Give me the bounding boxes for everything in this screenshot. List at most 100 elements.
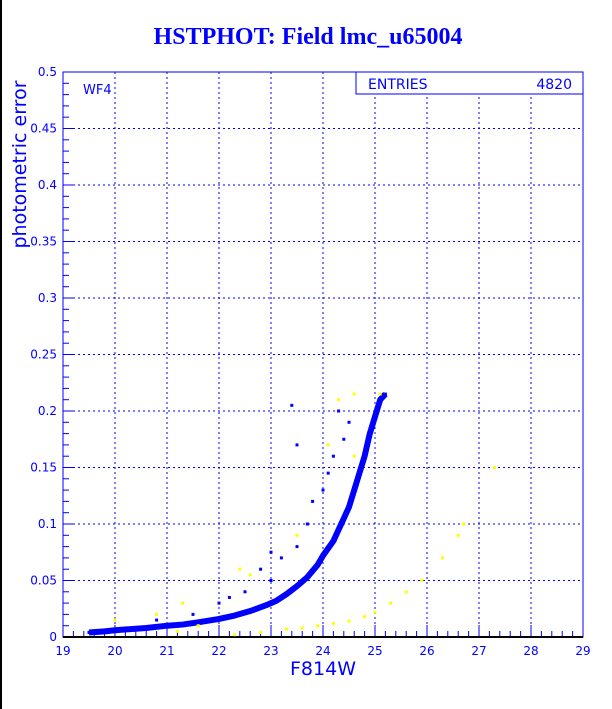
data-point <box>295 584 299 588</box>
data-point <box>331 621 335 625</box>
data-point <box>233 614 237 618</box>
x-tick-label: 25 <box>367 644 382 658</box>
data-point <box>347 619 351 623</box>
data-point <box>290 403 294 407</box>
data-point <box>264 603 268 607</box>
data-point <box>285 627 289 631</box>
data-point <box>316 563 320 567</box>
data-point <box>305 522 309 526</box>
data-point <box>248 573 252 577</box>
data-point <box>279 556 283 560</box>
data-point <box>295 545 299 549</box>
data-point <box>363 615 367 619</box>
data-point <box>165 624 169 628</box>
y-tick-label: 0.1 <box>38 517 57 531</box>
data-point <box>243 590 247 594</box>
data-point <box>129 627 133 631</box>
y-tick-label: 0.3 <box>38 291 57 305</box>
data-point <box>389 601 393 605</box>
x-axis-label: F814W <box>290 658 356 680</box>
data-point <box>337 409 341 413</box>
data-point <box>269 550 273 554</box>
data-point <box>113 618 117 622</box>
data-point <box>321 488 325 492</box>
data-point <box>321 554 325 558</box>
data-point <box>383 392 387 396</box>
x-tick-label: 29 <box>575 644 590 658</box>
y-tick-label: 0.45 <box>30 122 57 136</box>
y-tick-label: 0.35 <box>30 235 57 249</box>
data-point <box>175 629 179 633</box>
y-tick-label: 0.25 <box>30 348 57 362</box>
data-point <box>103 629 107 633</box>
data-point <box>363 454 367 458</box>
data-point <box>259 630 263 634</box>
data-point <box>337 398 341 402</box>
y-tick-label: 0.05 <box>30 574 57 588</box>
data-point <box>357 471 361 475</box>
data-point <box>295 533 299 537</box>
data-point <box>144 626 148 630</box>
data-point <box>347 505 351 509</box>
data-point <box>311 499 315 503</box>
data-point <box>196 620 200 624</box>
data-point <box>238 567 242 571</box>
data-point <box>493 466 497 469</box>
data-point <box>316 624 320 628</box>
y-axis-label: photometric error <box>9 80 31 248</box>
data-point <box>378 392 382 396</box>
data-point <box>227 595 231 599</box>
x-tick-label: 20 <box>107 644 122 658</box>
data-point <box>404 590 408 594</box>
data-point <box>342 516 346 520</box>
data-point <box>217 617 221 621</box>
x-tick-label: 27 <box>471 644 486 658</box>
data-point <box>305 575 309 579</box>
stats-entries-label: ENTRIES <box>368 77 428 93</box>
x-tick-label: 24 <box>315 644 330 658</box>
x-tick-label: 21 <box>159 644 174 658</box>
data-point <box>373 610 377 614</box>
data-point <box>352 454 356 458</box>
data-point <box>196 624 200 628</box>
data-point <box>373 415 377 419</box>
data-point <box>326 443 330 447</box>
data-point <box>342 437 346 441</box>
data-point <box>441 556 445 560</box>
data-point <box>191 612 195 616</box>
data-point <box>295 443 299 447</box>
y-tick-label: 0.15 <box>30 461 57 475</box>
data-point <box>248 609 252 613</box>
data-point <box>233 633 237 637</box>
data-point <box>352 488 356 492</box>
data-point <box>420 579 424 582</box>
data-point <box>300 626 304 630</box>
data-point <box>331 454 335 458</box>
data-point <box>155 612 159 616</box>
data-point <box>285 592 289 596</box>
data-point <box>274 599 278 603</box>
data-point <box>155 618 159 622</box>
data-band <box>88 392 388 636</box>
data-point <box>331 539 335 543</box>
data-point <box>181 623 185 627</box>
stats-box <box>355 71 584 95</box>
data-point <box>352 392 356 396</box>
panel-label: WF4 <box>83 83 112 98</box>
data-point <box>181 601 185 605</box>
data-point <box>113 628 117 632</box>
x-tick-label: 28 <box>523 644 538 658</box>
stats-entries-value: 4820 <box>536 77 572 93</box>
x-tick-label: 19 <box>55 644 70 658</box>
y-tick-label: 0.5 <box>38 65 57 79</box>
data-point <box>461 522 465 526</box>
y-tick-label: 0 <box>49 630 57 644</box>
chart-title: HSTPHOT: Field lmc_u65004 <box>153 24 463 50</box>
data-point <box>378 398 382 402</box>
x-tick-label: 22 <box>211 644 226 658</box>
data-point <box>456 533 460 537</box>
data-point <box>326 471 330 475</box>
y-tick-label: 0.4 <box>38 178 57 192</box>
data-point <box>269 579 273 582</box>
